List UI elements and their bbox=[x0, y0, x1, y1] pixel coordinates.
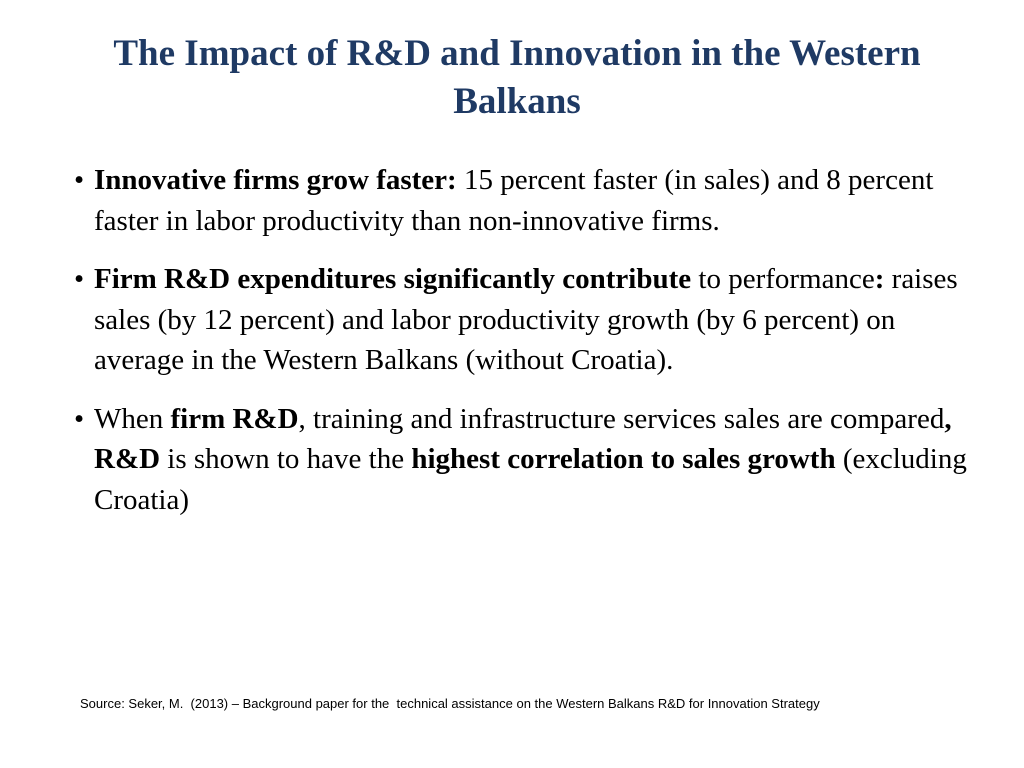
bullet-icon: • bbox=[74, 164, 85, 196]
bullet-text-bold: firm R&D bbox=[170, 402, 299, 435]
bullet-text-bold: Firm R&D expenditures significantly cont… bbox=[94, 263, 692, 295]
source-citation: Source: Seker, M. (2013) – Background pa… bbox=[80, 696, 820, 711]
bullet-item: • When firm R&D, training and infrastruc… bbox=[74, 399, 974, 521]
bullet-text-bold: Innovative firms grow faster: bbox=[94, 164, 457, 196]
slide-title: The Impact of R&D and Innovation in the … bbox=[113, 33, 921, 122]
bullet-icon: • bbox=[74, 402, 85, 435]
bullet-text: 15 percent faster (in sales) and 8 perce… bbox=[94, 164, 934, 237]
bullet-text: is shown to have the bbox=[160, 443, 412, 475]
bullet-text: to performance bbox=[691, 263, 875, 295]
bullet-text-bold: : bbox=[874, 263, 885, 295]
bullet-list: • Innovative firms grow faster: 15 perce… bbox=[74, 160, 974, 538]
bullet-icon: • bbox=[74, 263, 85, 295]
bullet-text: When bbox=[94, 402, 171, 435]
bullet-text: , training and infrastructure services s… bbox=[298, 402, 945, 435]
bullet-text-bold: highest correlation to sales growth bbox=[411, 443, 836, 475]
bullet-item: • Firm R&D expenditures significantly co… bbox=[74, 259, 974, 381]
bullet-text-bold: , R&D bbox=[94, 402, 952, 476]
bullet-item: • Innovative firms grow faster: 15 perce… bbox=[74, 160, 974, 241]
bullet-text: raises sales (by 12 percent) and labor p… bbox=[94, 263, 958, 376]
bullet-text: (excluding Croatia) bbox=[94, 443, 967, 516]
